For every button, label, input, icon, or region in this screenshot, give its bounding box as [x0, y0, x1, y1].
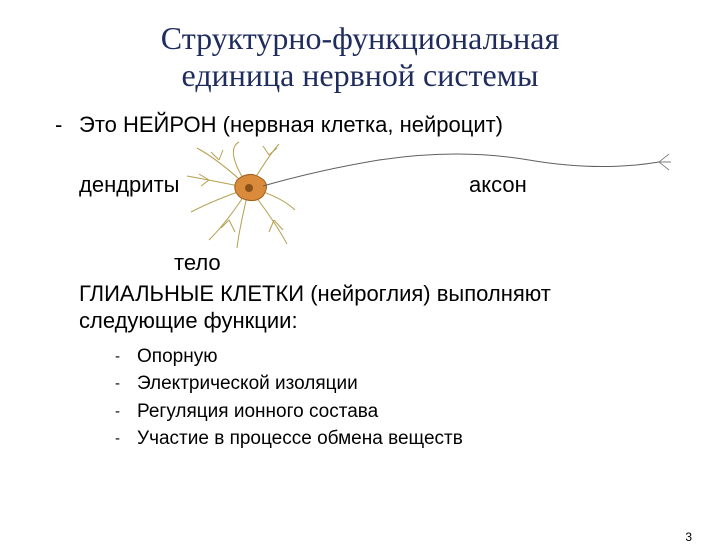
- slide-title: Структурно-функциональная единица нервно…: [0, 20, 720, 94]
- list-item: - Участие в процессе обмена веществ: [115, 425, 665, 453]
- function-text: Опорную: [137, 343, 217, 371]
- main-point-text: Это НЕЙРОН (нервная клетка, нейроцит): [79, 112, 503, 138]
- bullet-dash: -: [115, 425, 137, 453]
- list-item: - Регуляция ионного состава: [115, 398, 665, 426]
- bullet-dash: -: [115, 398, 137, 426]
- glial-text: ГЛИАЛЬНЫЕ КЛЕТКИ (нейроглия) выполняют с…: [79, 280, 665, 335]
- glial-line-2: следующие функции:: [79, 308, 298, 333]
- list-item: - Опорную: [115, 343, 665, 371]
- function-text: Участие в процессе обмена веществ: [137, 425, 463, 453]
- bullet-dash: -: [115, 343, 137, 371]
- bullet-dash: -: [115, 370, 137, 398]
- neuron-diagram-area: дендриты аксон тело: [79, 148, 665, 278]
- function-text: Регуляция ионного состава: [137, 398, 378, 426]
- nucleus: [245, 184, 253, 192]
- neuron-diagram: [179, 140, 679, 260]
- function-text: Электрической изоляции: [137, 370, 358, 398]
- main-bullet: - Это НЕЙРОН (нервная клетка, нейроцит): [55, 112, 665, 138]
- page-number: 3: [685, 530, 692, 544]
- label-dendrites: дендриты: [79, 172, 179, 198]
- bullet-dash: -: [55, 112, 79, 138]
- content-area: - Это НЕЙРОН (нервная клетка, нейроцит) …: [0, 112, 720, 453]
- list-item: - Электрической изоляции: [115, 370, 665, 398]
- functions-list: - Опорную - Электрической изоляции - Рег…: [115, 343, 665, 453]
- axon-line: [263, 154, 659, 186]
- title-line-1: Структурно-функциональная: [161, 20, 559, 56]
- glial-line-1: ГЛИАЛЬНЫЕ КЛЕТКИ (нейроглия) выполняют: [79, 281, 551, 306]
- title-line-2: единица нервной системы: [182, 57, 539, 93]
